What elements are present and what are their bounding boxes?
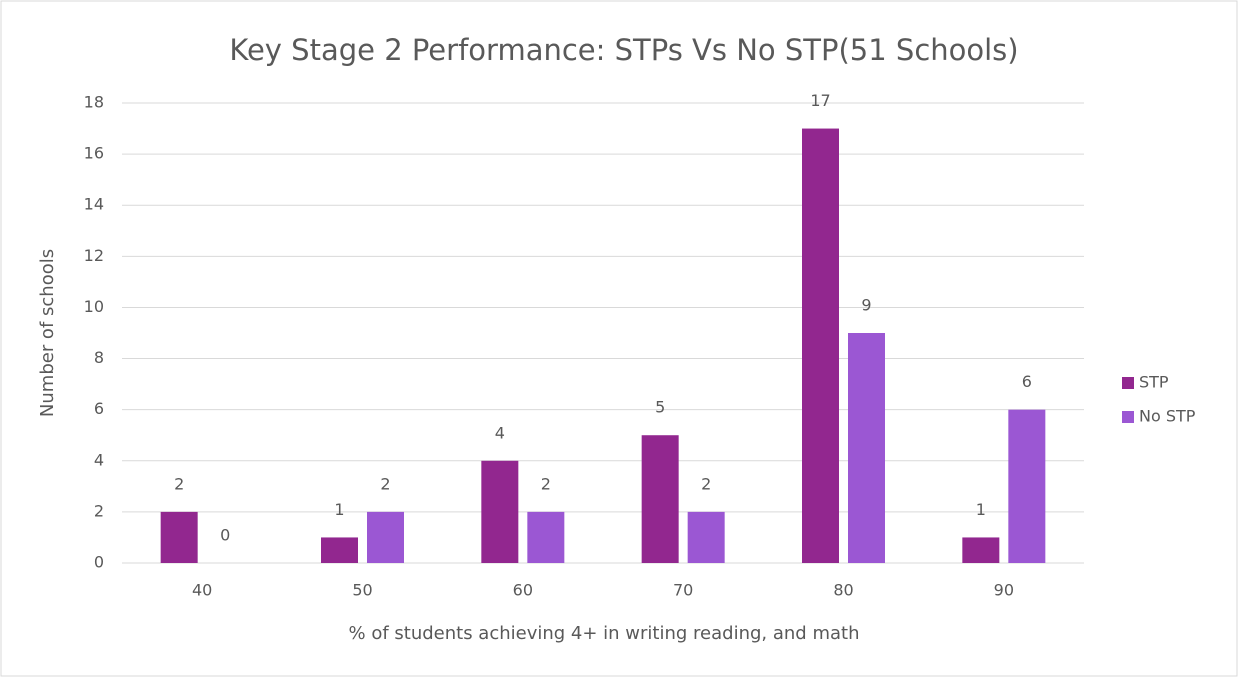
- legend-swatch: [1122, 411, 1134, 423]
- x-tick-label: 90: [994, 581, 1014, 600]
- bar: [848, 333, 885, 563]
- data-label: 4: [495, 423, 505, 442]
- y-tick-label: 10: [84, 297, 104, 316]
- bar: [160, 511, 198, 563]
- legend-swatch: [1122, 377, 1134, 389]
- bar: [687, 511, 725, 563]
- bar: [527, 511, 565, 563]
- bar: [641, 435, 679, 563]
- bar: [481, 460, 519, 563]
- y-tick-label: 12: [84, 246, 104, 265]
- bar: [367, 511, 404, 563]
- data-label: 2: [174, 474, 184, 493]
- data-label: 5: [655, 398, 665, 417]
- data-label: 2: [380, 474, 390, 493]
- x-tick-label: 50: [352, 581, 372, 600]
- bar: [962, 537, 1000, 563]
- data-label: 6: [1022, 372, 1032, 391]
- chart-title: Key Stage 2 Performance: STPs Vs No STP(…: [229, 33, 1018, 67]
- y-tick-label: 0: [94, 553, 104, 572]
- y-tick-label: 2: [94, 501, 104, 520]
- data-label: 9: [861, 296, 871, 315]
- y-axis-label: Number of schools: [37, 249, 58, 417]
- data-label: 0: [220, 526, 230, 545]
- y-tick-label: 14: [84, 195, 104, 214]
- data-label: 1: [334, 500, 344, 519]
- x-tick-label: 60: [513, 581, 533, 600]
- data-label: 1: [976, 500, 986, 519]
- legend-label: No STP: [1139, 407, 1196, 426]
- y-tick-label: 8: [94, 348, 104, 367]
- y-tick-label: 6: [94, 399, 104, 418]
- data-label: 2: [541, 474, 551, 493]
- y-tick-label: 4: [94, 450, 104, 469]
- bar: [1008, 409, 1046, 563]
- legend-label: STP: [1139, 373, 1169, 392]
- bar: [321, 537, 358, 563]
- y-tick-label: 16: [84, 144, 104, 163]
- x-tick-label: 40: [192, 581, 212, 600]
- x-axis-label: % of students achieving 4+ in writing re…: [349, 623, 860, 644]
- bar: [802, 128, 839, 564]
- x-tick-label: 70: [673, 581, 693, 600]
- y-tick-label: 18: [84, 93, 104, 112]
- data-label: 17: [810, 91, 830, 110]
- x-tick-label: 80: [833, 581, 853, 600]
- data-label: 2: [701, 474, 711, 493]
